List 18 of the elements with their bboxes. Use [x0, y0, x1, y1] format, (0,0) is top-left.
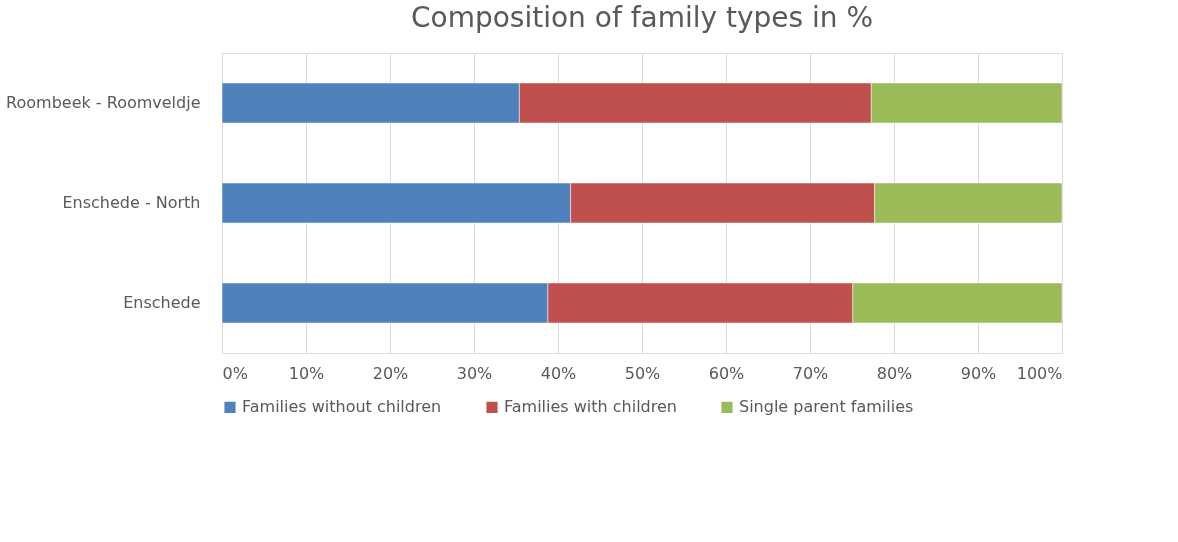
x-tick-label: 60% [708, 363, 745, 383]
x-tick-label: 80% [876, 363, 913, 383]
y-tick-label: Roombeek - Roomveldje [6, 93, 201, 112]
x-tick-label: 100% [1016, 363, 1063, 383]
x-tick-label: 30% [456, 363, 493, 383]
legend-label: Families with children [504, 397, 677, 417]
chart-title: Composition of family types in % [410, 1, 874, 34]
legend-label: Families without children [242, 397, 442, 417]
legend-label: Single parent families [739, 397, 914, 417]
x-tick-label: 10% [288, 363, 325, 383]
x-tick-label: 0% [222, 363, 248, 383]
x-tick-label: 20% [372, 363, 409, 383]
x-tick-label: 50% [624, 363, 661, 383]
y-tick-label: Enschede [123, 293, 201, 312]
x-tick-label: 40% [540, 363, 577, 383]
y-tick-label: Enschede - North [62, 193, 201, 212]
x-tick-label: 90% [960, 363, 997, 383]
x-tick-label: 70% [792, 363, 829, 383]
